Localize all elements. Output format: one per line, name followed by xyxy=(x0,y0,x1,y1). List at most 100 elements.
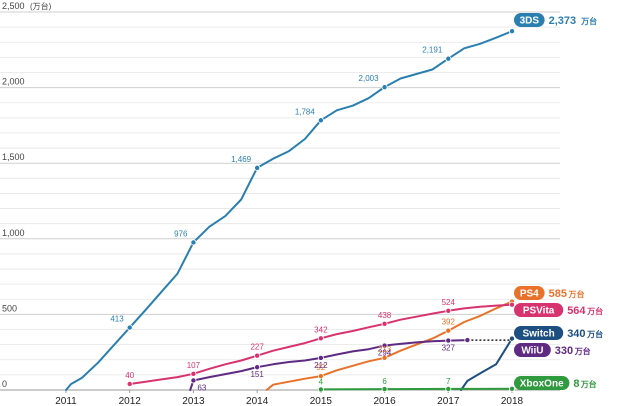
data-label-psvita: 438 xyxy=(378,311,392,320)
data-label-xboxone: 6 xyxy=(382,377,387,386)
series-line-switch xyxy=(460,337,513,391)
data-label-xboxone: 4 xyxy=(319,377,324,386)
data-point-switch xyxy=(508,335,515,342)
data-point-psvita xyxy=(254,352,261,359)
data-label-ps4: 213 xyxy=(378,345,392,354)
data-point-psvita xyxy=(445,307,452,314)
data-point-3ds xyxy=(445,55,452,62)
legend-badge-label: 3DS xyxy=(520,16,540,27)
data-label-wiiu: 327 xyxy=(442,344,456,353)
x-tick-label: 2018 xyxy=(501,396,524,406)
x-tick-label: 2012 xyxy=(119,396,142,406)
data-point-3ds xyxy=(190,239,197,246)
data-label-xboxone: 7 xyxy=(446,377,451,386)
y-tick-label: 1,500 xyxy=(2,152,25,162)
data-point-3ds xyxy=(508,28,515,35)
legend-item-switch: Switch 340 万台 xyxy=(514,326,603,340)
data-label-psvita: 107 xyxy=(187,361,201,370)
legend-final-value: 2,373 xyxy=(549,15,577,27)
data-label-3ds: 1,469 xyxy=(231,155,252,164)
gridlines xyxy=(0,11,560,391)
legend-badge xyxy=(514,303,564,317)
data-label-ps4: 92 xyxy=(316,363,325,372)
data-label-psvita: 524 xyxy=(442,298,456,307)
data-point-ps4 xyxy=(317,373,324,380)
legend-badge-label: PSVita xyxy=(523,306,555,317)
legend-item-wiiu: WiiU 330 万台 xyxy=(514,343,591,357)
x-tick-label: 2013 xyxy=(182,396,205,406)
data-labels: 413 976 1,469 1,784 2,003 2,191 92 213 392 40 107 2… xyxy=(110,46,455,393)
y-tick-label: 500 xyxy=(2,303,17,313)
data-label-wiiu: 294 xyxy=(378,349,392,358)
data-point-wiiu xyxy=(464,337,471,344)
legend-final-unit: 万台 xyxy=(586,306,603,316)
legend-final-value: 8 xyxy=(573,378,579,390)
data-point-3ds xyxy=(254,164,261,171)
data-label-3ds: 976 xyxy=(174,229,188,238)
data-label-wiiu: 212 xyxy=(314,361,328,370)
y-tick-label: 2,500 xyxy=(2,1,25,11)
legend-badge xyxy=(514,13,545,27)
data-point-wiiu xyxy=(317,354,324,361)
data-label-3ds: 1,784 xyxy=(295,107,316,116)
data-point-psvita xyxy=(190,370,197,377)
x-tick-label: 2016 xyxy=(373,396,396,406)
data-point-xboxone xyxy=(317,386,324,393)
data-label-wiiu: 63 xyxy=(197,383,206,392)
legend-item-xboxone: XboxOne 8 万台 xyxy=(514,376,597,390)
x-tick-label: 2017 xyxy=(437,396,460,406)
data-label-psvita: 227 xyxy=(250,343,264,352)
data-label-ps4: 392 xyxy=(442,318,456,327)
x-tick-label: 2014 xyxy=(246,396,269,406)
series-line-3ds xyxy=(65,30,513,391)
data-point-ps4 xyxy=(381,354,388,361)
y-unit-label: (万台) xyxy=(30,1,52,11)
data-point-wiiu xyxy=(190,377,197,384)
data-point-xboxone xyxy=(445,385,452,392)
y-axis: 0 500 1,000 1,500 2,000 2,500 xyxy=(2,1,25,389)
legend-final-value: 564 xyxy=(567,305,586,317)
data-point-wiiu xyxy=(381,342,388,349)
data-point-3ds xyxy=(317,117,324,124)
legend-item-psvita: PSVita 564 万台 xyxy=(514,303,603,317)
legend-final-unit: 万台 xyxy=(580,16,597,26)
data-label-3ds: 2,003 xyxy=(359,74,380,83)
legend-badge xyxy=(514,326,564,340)
data-label-3ds: 2,191 xyxy=(422,46,443,55)
legend-final-unit: 万台 xyxy=(568,289,585,299)
legend-badge xyxy=(514,343,551,357)
x-tick-label: 2015 xyxy=(310,396,333,406)
series-line-xboxone xyxy=(319,387,513,391)
legend-final-value: 340 xyxy=(567,328,585,340)
y-tick-label: 2,000 xyxy=(2,77,25,87)
legend-badge-label: XboxOne xyxy=(520,379,564,390)
data-label-3ds: 413 xyxy=(110,315,124,324)
data-point-xboxone xyxy=(508,385,515,392)
data-label-psvita: 40 xyxy=(125,371,134,380)
legend-badge xyxy=(514,376,570,390)
series-lines xyxy=(65,28,515,393)
y-tick-label: 0 xyxy=(2,379,7,389)
legend-item-ps4: PS4 585 万台 xyxy=(514,286,585,300)
legend-item-3ds: 3DS 2,373 万台 xyxy=(514,13,597,27)
data-point-xboxone xyxy=(381,386,388,393)
x-tick-label: 2011 xyxy=(55,396,77,406)
data-point-wiiu xyxy=(254,364,261,371)
data-point-psvita xyxy=(317,335,324,342)
data-point-wiiu xyxy=(445,337,452,344)
data-point-psvita xyxy=(381,320,388,327)
legend-final-unit: 万台 xyxy=(586,329,603,339)
data-point-ps4 xyxy=(445,327,452,334)
data-label-psvita: 342 xyxy=(314,325,328,334)
legend-badge-label: PS4 xyxy=(520,289,539,300)
legend-final-unit: 万台 xyxy=(580,379,597,389)
legend-final-value: 330 xyxy=(555,345,573,357)
data-point-psvita xyxy=(508,301,515,308)
y-tick-label: 1,000 xyxy=(2,228,25,238)
legend-final-value: 585 xyxy=(549,288,567,300)
legend-badge-label: WiiU xyxy=(521,346,543,357)
data-point-3ds xyxy=(381,84,388,91)
legend-final-unit: 万台 xyxy=(574,346,591,356)
